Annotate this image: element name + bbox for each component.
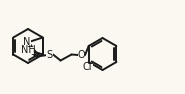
Bar [82, 64, 93, 70]
Bar [78, 52, 85, 58]
Bar [46, 51, 53, 58]
Text: O: O [78, 50, 85, 60]
Bar [23, 39, 31, 46]
Text: N: N [23, 37, 30, 47]
Text: S: S [46, 50, 53, 60]
Text: Cl: Cl [83, 62, 92, 72]
Text: NH: NH [21, 45, 36, 55]
Bar [23, 47, 33, 54]
